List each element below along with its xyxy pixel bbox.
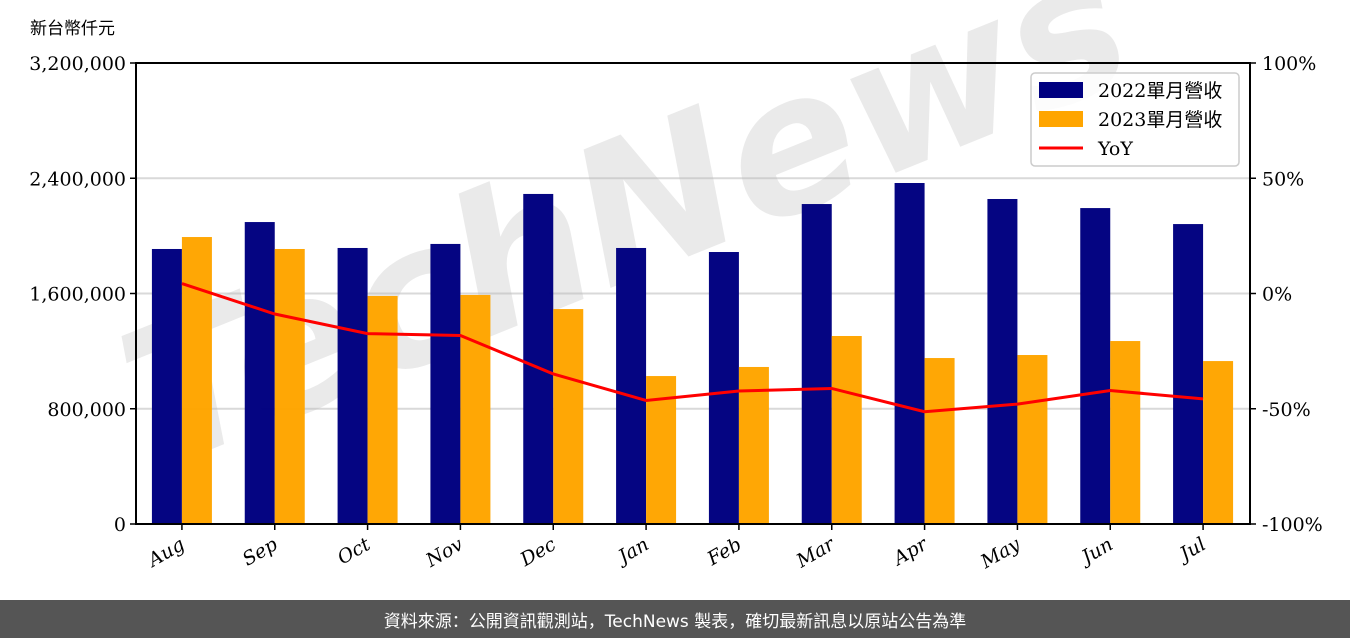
y-tick-label: 0: [114, 514, 126, 536]
y2-tick-label: 0%: [1262, 284, 1292, 306]
y2-tick-label: -50%: [1262, 399, 1311, 421]
yoy-line: [181, 282, 1204, 414]
x-tick-label: Apr: [888, 532, 933, 570]
y2-tick-label: 50%: [1262, 168, 1304, 190]
x-tick-label: Feb: [703, 533, 746, 570]
bar-2023: [181, 237, 212, 524]
source-footer: 資料來源：公開資訊觀測站，TechNews 製表，確切最新訊息以原站公告為準: [0, 600, 1350, 638]
bar-2023: [924, 358, 955, 524]
legend-label: 2022單月營收: [1098, 80, 1222, 102]
bar-2022: [1080, 208, 1111, 525]
y2-tick-label: -100%: [1262, 514, 1323, 536]
x-tick-label: Aug: [143, 533, 189, 572]
x-tick-label: Dec: [516, 533, 560, 571]
legend-label: YoY: [1097, 138, 1133, 160]
x-tick-label: May: [976, 533, 1024, 573]
x-tick-label: Jul: [1173, 533, 1210, 567]
bar-2022: [151, 248, 182, 524]
x-tick-label: Jun: [1074, 533, 1116, 570]
bar-2023: [274, 248, 305, 524]
y-tick-label: 1,600,000: [29, 284, 126, 306]
x-tick-label: Sep: [239, 533, 282, 570]
legend-swatch: [1039, 111, 1083, 127]
legend-label: 2023單月營收: [1098, 109, 1222, 131]
x-tick-label: Jan: [611, 533, 652, 570]
bar-2022: [616, 247, 647, 524]
bar-2023: [1110, 341, 1141, 524]
bar-2023: [460, 294, 491, 524]
x-tick-label: Mar: [792, 532, 840, 572]
bar-2023: [738, 366, 769, 524]
bar-2022: [337, 247, 368, 524]
legend-swatch: [1039, 82, 1083, 98]
bar-2022: [987, 198, 1018, 524]
bar-2022: [1173, 224, 1204, 524]
bar-2022: [523, 193, 554, 524]
revenue-chart: TechNews0800,0001,600,0002,400,0003,200,…: [29, 0, 1323, 574]
y-tick-label: 2,400,000: [29, 168, 126, 190]
bar-2022: [244, 222, 275, 525]
y2-tick-label: 100%: [1262, 53, 1316, 75]
bar-2022: [430, 243, 461, 524]
bar-2023: [831, 335, 862, 524]
bar-2023: [1017, 355, 1048, 524]
y-axis-unit-label: 新台幣仟元: [30, 19, 115, 39]
y-tick-label: 3,200,000: [29, 53, 126, 75]
bar-2022: [894, 183, 925, 524]
x-tick-label: Nov: [421, 533, 467, 572]
bar-2022: [801, 204, 832, 525]
bar-2023: [553, 309, 584, 524]
footer-text: 資料來源：公開資訊觀測站，TechNews 製表，確切最新訊息以原站公告為準: [383, 611, 967, 632]
bar-2023: [367, 295, 398, 524]
y-tick-label: 800,000: [47, 399, 126, 421]
bar-2022: [708, 252, 739, 524]
x-tick-label: Oct: [334, 533, 375, 569]
bar-2023: [1203, 361, 1234, 524]
